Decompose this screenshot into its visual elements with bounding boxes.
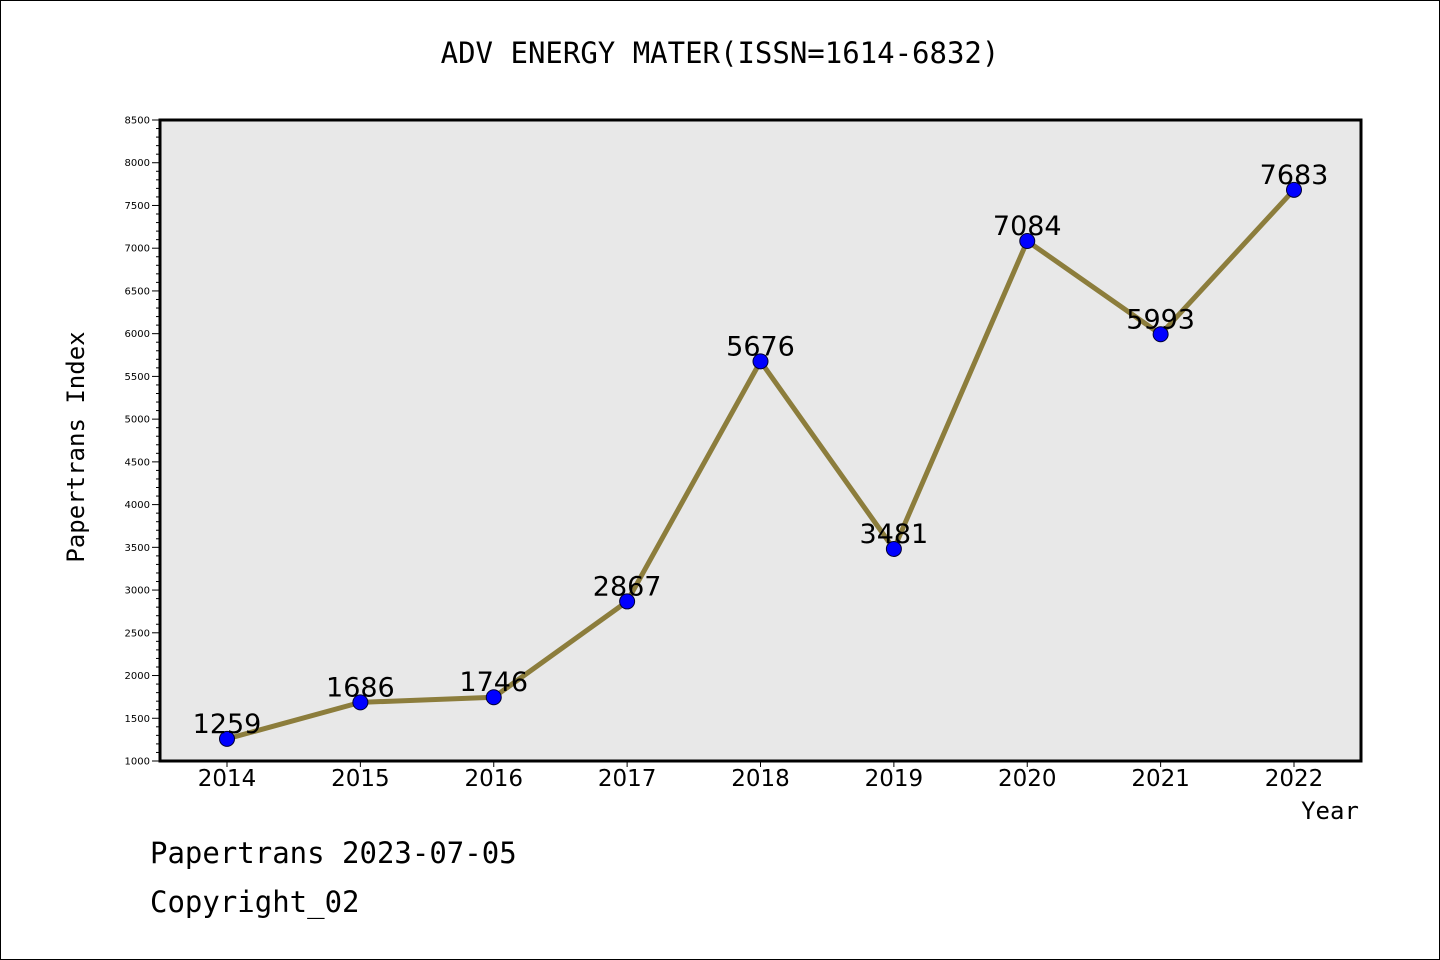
data-point	[1286, 181, 1302, 198]
data-point	[619, 593, 636, 610]
x-tick-label: 2017	[598, 766, 657, 792]
data-point	[752, 353, 769, 370]
x-tick-label: 2020	[998, 766, 1057, 792]
y-tick-label: 7000	[125, 244, 150, 255]
y-tick-label: 3500	[125, 543, 150, 554]
y-tick-label: 4000	[125, 500, 150, 511]
data-label: 7683	[1260, 160, 1329, 191]
data-label: 5676	[726, 331, 795, 362]
y-tick-label: 1000	[125, 757, 150, 768]
data-label: 2867	[593, 571, 662, 602]
y-tick-label: 8500	[125, 116, 150, 127]
plot-area	[158, 118, 1363, 763]
chart-title: ADV ENERGY MATER(ISSN=1614-6832)	[440, 36, 1000, 70]
x-axis-title: Year	[1301, 797, 1359, 825]
x-tick-label: 2015	[331, 766, 390, 792]
data-point	[1152, 326, 1169, 343]
footer-date-text: Papertrans 2023-07-05	[150, 836, 517, 870]
x-tick-label: 2019	[865, 766, 924, 792]
y-tick-label: 7500	[125, 201, 150, 212]
x-tick-label: 2022	[1265, 766, 1324, 792]
data-point	[885, 540, 902, 557]
data-label: 1259	[193, 709, 262, 740]
data-point	[219, 730, 235, 747]
y-tick-label: 2500	[125, 628, 150, 639]
y-axis-title: Papertrans Index	[62, 331, 90, 562]
x-tick-label: 2018	[731, 766, 790, 792]
data-point	[1019, 233, 1036, 250]
y-tick-label: 5000	[125, 415, 150, 426]
data-label: 5993	[1126, 304, 1195, 335]
y-tick-label: 6000	[125, 329, 150, 340]
y-tick-label: 3000	[125, 586, 150, 597]
data-point	[352, 694, 369, 711]
x-tick-label: 2016	[464, 766, 523, 792]
y-tick-label: 8000	[125, 158, 150, 169]
data-point	[485, 689, 502, 706]
y-tick-label: 2000	[125, 671, 150, 682]
data-label: 3481	[860, 519, 929, 550]
y-tick-label: 4500	[125, 457, 150, 468]
x-tick-label: 2021	[1131, 766, 1190, 792]
y-tick-label: 1500	[125, 714, 150, 725]
footer-copyright-text: Copyright_02	[150, 885, 360, 919]
data-label: 1746	[459, 667, 528, 698]
y-tick-label: 5500	[125, 372, 150, 383]
y-tick-label: 6500	[125, 286, 150, 297]
data-label: 7084	[993, 211, 1062, 242]
data-label: 1686	[326, 672, 395, 703]
x-tick-label: 2014	[198, 766, 257, 792]
